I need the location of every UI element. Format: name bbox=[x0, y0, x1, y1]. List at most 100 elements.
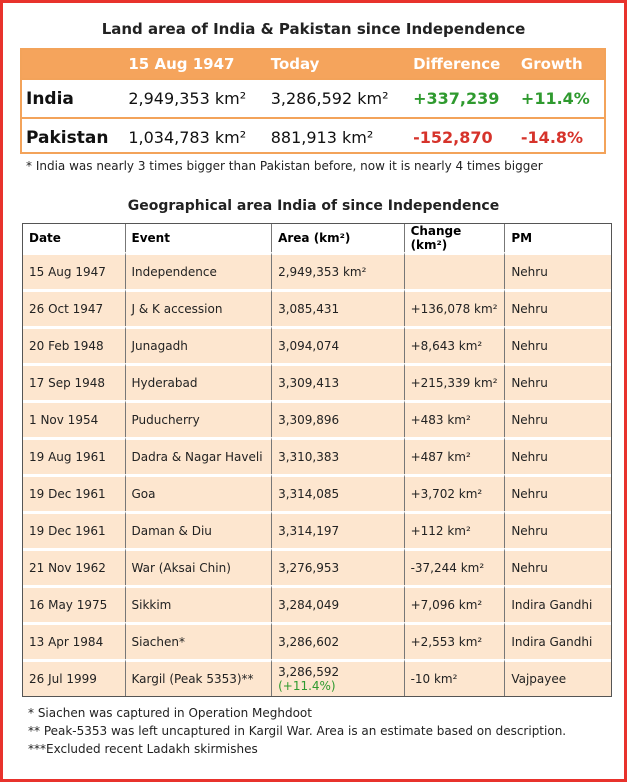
cell: Nehru bbox=[505, 474, 611, 511]
cell: Nehru bbox=[505, 511, 611, 548]
cell: 19 Dec 1961 bbox=[23, 474, 126, 511]
table-row: 1 Nov 1954 Puducherry 3,309,896 +483 km² Neh… bbox=[23, 400, 611, 437]
table-row: 16 May 1975 Sikkim 3,284,049 +7,096 km² Indi… bbox=[23, 585, 611, 622]
header-cell: Today bbox=[266, 50, 410, 79]
cell: Hyderabad bbox=[125, 363, 273, 400]
cell: +7,096 km² bbox=[404, 585, 506, 622]
cell: 3,314,085 bbox=[272, 474, 405, 511]
cell: 3,314,197 bbox=[272, 511, 405, 548]
note: * India was nearly 3 times bigger than P… bbox=[26, 159, 543, 173]
cell: Kargil (Peak 5353)** bbox=[125, 659, 273, 696]
header-row: 15 Aug 1947 Today Difference Growth bbox=[22, 50, 604, 79]
area-body: 15 Aug 1947 Independence 2,949,353 km² Nehr… bbox=[23, 252, 611, 696]
cell: 15 Aug 1947 bbox=[23, 252, 126, 289]
cell: 19 Aug 1961 bbox=[23, 437, 126, 474]
cell: +483 km² bbox=[404, 400, 506, 437]
summary-body: India 2,949,353 km² 3,286,592 km² +337,239 +… bbox=[22, 78, 604, 156]
cell: +487 km² bbox=[404, 437, 506, 474]
header-cell: Date bbox=[23, 224, 126, 252]
table-row: 20 Feb 1948 Junagadh 3,094,074 +8,643 km² Ne… bbox=[23, 326, 611, 363]
title: Land area of India & Pakistan since Inde… bbox=[101, 20, 526, 38]
cell: 17 Sep 1948 bbox=[23, 363, 126, 400]
cell: Dadra & Nagar Haveli bbox=[125, 437, 273, 474]
cell: 3,276,953 bbox=[272, 548, 405, 585]
table-row: 17 Sep 1948 Hyderabad 3,309,413 +215,339 km… bbox=[23, 363, 611, 400]
cell: Vajpayee bbox=[505, 659, 611, 696]
header-cell: Difference bbox=[409, 50, 517, 79]
table-title: Geographical area India of since Indepen… bbox=[127, 198, 500, 214]
footnote: * Siachen was captured in Operation Megh… bbox=[28, 706, 312, 720]
cell: 1,034,783 km² bbox=[124, 117, 267, 156]
cell: +2,553 km² bbox=[404, 622, 506, 659]
cell: 19 Dec 1961 bbox=[23, 511, 126, 548]
cell: 3,286,592 (+11.4%) bbox=[272, 659, 405, 696]
cell: Indira Gandhi bbox=[505, 585, 611, 622]
table-row: 26 Oct 1947 J & K accession 3,085,431 +136,… bbox=[23, 289, 611, 326]
cell: +11.4% bbox=[516, 78, 604, 118]
area-table: Date Event Area (km²) Change (km²) PM 15 Aug… bbox=[22, 223, 612, 697]
cell: Puducherry bbox=[125, 400, 273, 437]
summary-table: 15 Aug 1947 Today Difference Growth India 2,… bbox=[22, 50, 604, 156]
cell: -152,870 bbox=[409, 117, 517, 156]
cell: 3,286,602 bbox=[272, 622, 405, 659]
cell: Daman & Diu bbox=[125, 511, 273, 548]
cell: 3,286,592 km² bbox=[266, 78, 410, 118]
cell: +337,239 bbox=[409, 78, 517, 118]
cell: J & K accession bbox=[125, 289, 273, 326]
cell: 26 Oct 1947 bbox=[23, 289, 126, 326]
table-row: 19 Dec 1961 Daman & Diu 3,314,197 +112 km² N… bbox=[23, 511, 611, 548]
cell: -37,244 km² bbox=[404, 548, 506, 585]
header-cell: PM bbox=[505, 224, 611, 252]
cell: 20 Feb 1948 bbox=[23, 326, 126, 363]
cell: +215,339 km² bbox=[404, 363, 506, 400]
country: India bbox=[22, 78, 125, 118]
header-cell: 15 Aug 1947 bbox=[124, 50, 267, 79]
cell: Nehru bbox=[505, 363, 611, 400]
cell: Nehru bbox=[505, 252, 611, 289]
country: Pakistan bbox=[22, 117, 125, 156]
cell: Nehru bbox=[505, 437, 611, 474]
header-cell: Change (km²) bbox=[404, 224, 506, 252]
cell: Junagadh bbox=[125, 326, 273, 363]
summary-row: India 2,949,353 km² 3,286,592 km² +337,239 +… bbox=[22, 78, 604, 118]
cell: 881,913 km² bbox=[266, 117, 410, 156]
table-row: 19 Aug 1961 Dadra & Nagar Haveli 3,310,383… bbox=[23, 437, 611, 474]
summary-box: 15 Aug 1947 Today Difference Growth India 2,… bbox=[20, 48, 606, 156]
cell: 3,309,413 bbox=[272, 363, 405, 400]
cell: Nehru bbox=[505, 289, 611, 326]
cell: Nehru bbox=[505, 548, 611, 585]
summary-row: Pakistan 1,034,783 km² 881,913 km² -152,870… bbox=[22, 117, 604, 156]
growth-note: (+11.4%) bbox=[278, 679, 336, 693]
header-row: Date Event Area (km²) Change (km²) PM bbox=[23, 224, 611, 252]
cell: 1 Nov 1954 bbox=[23, 400, 126, 437]
cell: 3,310,383 bbox=[272, 437, 405, 474]
cell: 16 May 1975 bbox=[23, 585, 126, 622]
cell: Independence bbox=[125, 252, 273, 289]
header-cell: Event bbox=[125, 224, 273, 252]
cell: 3,094,074 bbox=[272, 326, 405, 363]
header-cell: Area (km²) bbox=[272, 224, 405, 252]
cell: Indira Gandhi bbox=[505, 622, 611, 659]
footnote: ** Peak-5353 was left uncaptured in Karg… bbox=[28, 724, 567, 738]
cell: Siachen* bbox=[125, 622, 273, 659]
cell: +136,078 km² bbox=[404, 289, 506, 326]
header-cell: Growth bbox=[516, 50, 604, 79]
cell: 3,085,431 bbox=[272, 289, 405, 326]
cell: 21 Nov 1962 bbox=[23, 548, 126, 585]
cell: Goa bbox=[125, 474, 273, 511]
cell: Nehru bbox=[505, 400, 611, 437]
table-row: 21 Nov 1962 War (Aksai Chin) 3,276,953 -37,… bbox=[23, 548, 611, 585]
cell: -14.8% bbox=[516, 117, 604, 156]
cell: War (Aksai Chin) bbox=[125, 548, 273, 585]
table-row: 13 Apr 1984 Siachen* 3,286,602 +2,553 km² In… bbox=[23, 622, 611, 659]
cell: 3,309,896 bbox=[272, 400, 405, 437]
cell: Sikkim bbox=[125, 585, 273, 622]
table-row: 19 Dec 1961 Goa 3,314,085 +3,702 km² Nehru bbox=[23, 474, 611, 511]
cell: -10 km² bbox=[404, 659, 506, 696]
cell: 2,949,353 km² bbox=[272, 252, 405, 289]
cell: +112 km² bbox=[404, 511, 506, 548]
table-row: 15 Aug 1947 Independence 2,949,353 km² Nehr… bbox=[23, 252, 611, 289]
cell: 2,949,353 km² bbox=[124, 78, 267, 118]
